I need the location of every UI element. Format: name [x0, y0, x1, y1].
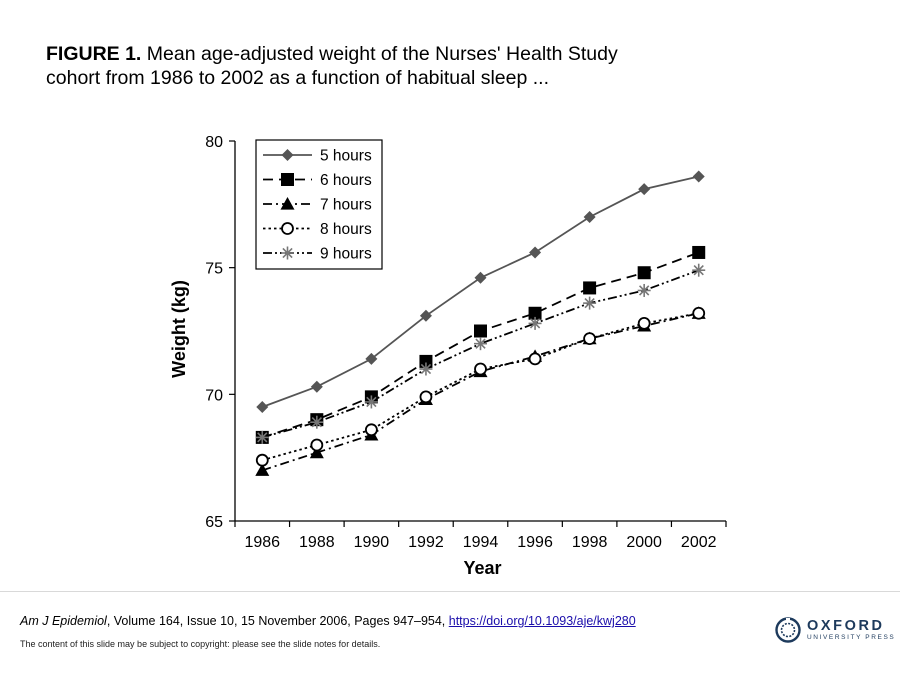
data-point [364, 423, 378, 437]
series-line [262, 269, 700, 439]
x-tick-label: 1986 [244, 534, 280, 551]
legend-marker [281, 173, 294, 186]
line-chart: 65 70 75 80 1986 1988 1990 1992 1994 1996 1998 2000… [169, 134, 727, 578]
data-point [692, 263, 706, 277]
data-point [583, 211, 596, 223]
y-tick-label: 65 [205, 514, 223, 531]
publisher-name: OXFORD [807, 617, 885, 634]
figure-caption-line1: Mean age-adjusted weight of the Nurses' … [141, 43, 618, 65]
publisher-subtitle: UNIVERSITY PRESS [807, 634, 896, 641]
data-point [529, 246, 542, 259]
data-point [419, 362, 433, 376]
data-point [692, 245, 706, 259]
data-point [255, 430, 269, 444]
legend-marker [280, 197, 295, 210]
data-point [309, 445, 324, 459]
data-point [583, 296, 597, 310]
legend-label: 8 hours [320, 221, 372, 238]
y-tick-label: 75 [205, 261, 223, 278]
x-tick-label: 1990 [354, 534, 390, 551]
data-point [474, 362, 487, 376]
data-point [638, 183, 651, 196]
y-axis-label: Weight (kg) [169, 280, 189, 378]
legend-marker [281, 222, 294, 235]
x-tick-label: 1994 [463, 534, 499, 551]
data-point [583, 332, 597, 346]
oxford-logo: OXFORD UNIVERSITY PRESS [775, 617, 895, 643]
legend: 5 hours 6 hours 7 hours 8 hours 9 hours [255, 139, 383, 270]
doi-link[interactable]: https://doi.org/10.1093/aje/kwj280 [448, 614, 636, 628]
data-point [365, 352, 378, 365]
data-point [583, 281, 597, 295]
data-point [692, 306, 706, 320]
legend-label: 6 hours [320, 172, 372, 189]
y-tick-label: 70 [205, 387, 223, 404]
x-tick-label: 1992 [408, 534, 444, 551]
data-point [310, 438, 324, 452]
citation-journal: Am J Epidemiol [20, 614, 107, 628]
x-tick-label: 1996 [517, 534, 553, 551]
data-point [474, 324, 487, 338]
data-point [637, 266, 651, 280]
series-4 [255, 306, 706, 467]
data-point [364, 395, 378, 409]
figure-caption-line2: cohort from 1986 to 2002 as a function o… [46, 67, 549, 89]
data-point [419, 309, 432, 322]
data-point [255, 463, 270, 476]
data-point [474, 271, 487, 284]
citation: Am J Epidemiol, Volume 164, Issue 10, 15… [20, 614, 636, 628]
legend-label: 9 hours [320, 246, 372, 263]
data-point [528, 306, 542, 320]
legend-label: 7 hours [320, 197, 372, 214]
x-tick-label: 2002 [681, 534, 717, 551]
data-point [419, 390, 433, 404]
series-1 [256, 170, 705, 413]
data-point [637, 316, 651, 330]
figure-label: FIGURE 1. [46, 43, 142, 65]
data-point [310, 380, 323, 393]
data-point [528, 316, 542, 330]
legend-marker [281, 246, 294, 260]
oxford-roundel-icon [775, 617, 801, 643]
legend-marker [281, 149, 294, 161]
data-point [528, 352, 542, 366]
x-tick-label: 1988 [299, 534, 335, 551]
data-point [637, 283, 651, 297]
x-tick-label: 2000 [626, 534, 662, 551]
legend-label: 5 hours [320, 148, 372, 165]
data-point [692, 170, 705, 183]
y-tick-label: 80 [205, 134, 223, 151]
data-point [310, 415, 324, 429]
citation-details: , Volume 164, Issue 10, 15 November 2006… [106, 614, 449, 628]
x-tick-label: 1998 [572, 534, 608, 551]
x-axis-label: Year [463, 558, 501, 578]
data-point [474, 337, 487, 351]
copyright-notice: The content of this slide may be subject… [20, 639, 381, 649]
data-point [255, 453, 269, 467]
footer-divider [0, 591, 900, 592]
data-point [256, 401, 269, 413]
series-5 [255, 263, 706, 444]
figure-caption: FIGURE 1. Mean age-adjusted weight of th… [46, 42, 846, 90]
